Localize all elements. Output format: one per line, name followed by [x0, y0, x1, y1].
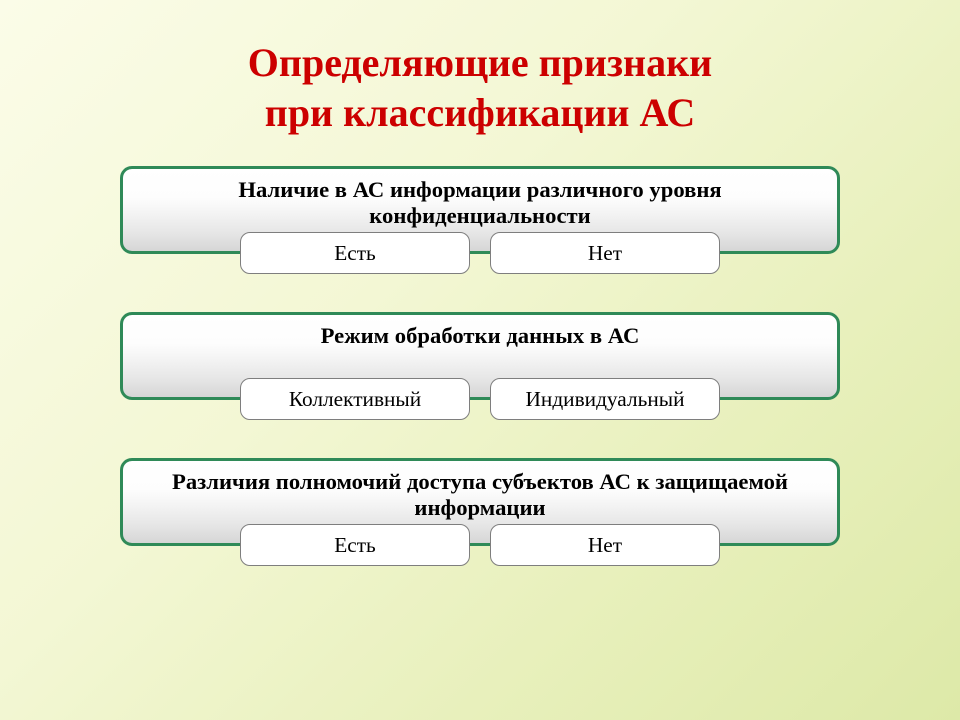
slide-title: Определяющие признаки при классификации … [0, 38, 960, 138]
criteria-container: Наличие в АС информации различного уровн… [120, 166, 840, 546]
criterion-1-label: Наличие в АС информации различного уровн… [163, 177, 797, 229]
criterion-1-option-1: Есть [240, 232, 470, 274]
criterion-2-option-1: Коллективный [240, 378, 470, 420]
criterion-1-option-1-label: Есть [334, 241, 376, 266]
criterion-1: Наличие в АС информации различного уровн… [120, 166, 840, 254]
criterion-2-option-2-label: Индивидуальный [526, 387, 685, 412]
criterion-3-option-1: Есть [240, 524, 470, 566]
criterion-3: Различия полномочий доступа субъектов АС… [120, 458, 840, 546]
criterion-2-label: Режим обработки данных в АС [321, 323, 640, 349]
criterion-2-option-1-label: Коллективный [289, 387, 421, 412]
criterion-3-option-2: Нет [490, 524, 720, 566]
criterion-2-options: Коллективный Индивидуальный [120, 378, 840, 420]
criterion-3-label: Различия полномочий доступа субъектов АС… [163, 469, 797, 521]
criterion-1-options: Есть Нет [120, 232, 840, 274]
criterion-3-option-1-label: Есть [334, 533, 376, 558]
slide: Определяющие признаки при классификации … [0, 0, 960, 720]
criterion-2: Режим обработки данных в АС Коллективный… [120, 312, 840, 400]
criterion-2-option-2: Индивидуальный [490, 378, 720, 420]
title-line-2: при классификации АС [0, 88, 960, 138]
criterion-3-option-2-label: Нет [588, 533, 622, 558]
criterion-3-options: Есть Нет [120, 524, 840, 566]
criterion-1-option-2-label: Нет [588, 241, 622, 266]
criterion-1-option-2: Нет [490, 232, 720, 274]
title-line-1: Определяющие признаки [0, 38, 960, 88]
